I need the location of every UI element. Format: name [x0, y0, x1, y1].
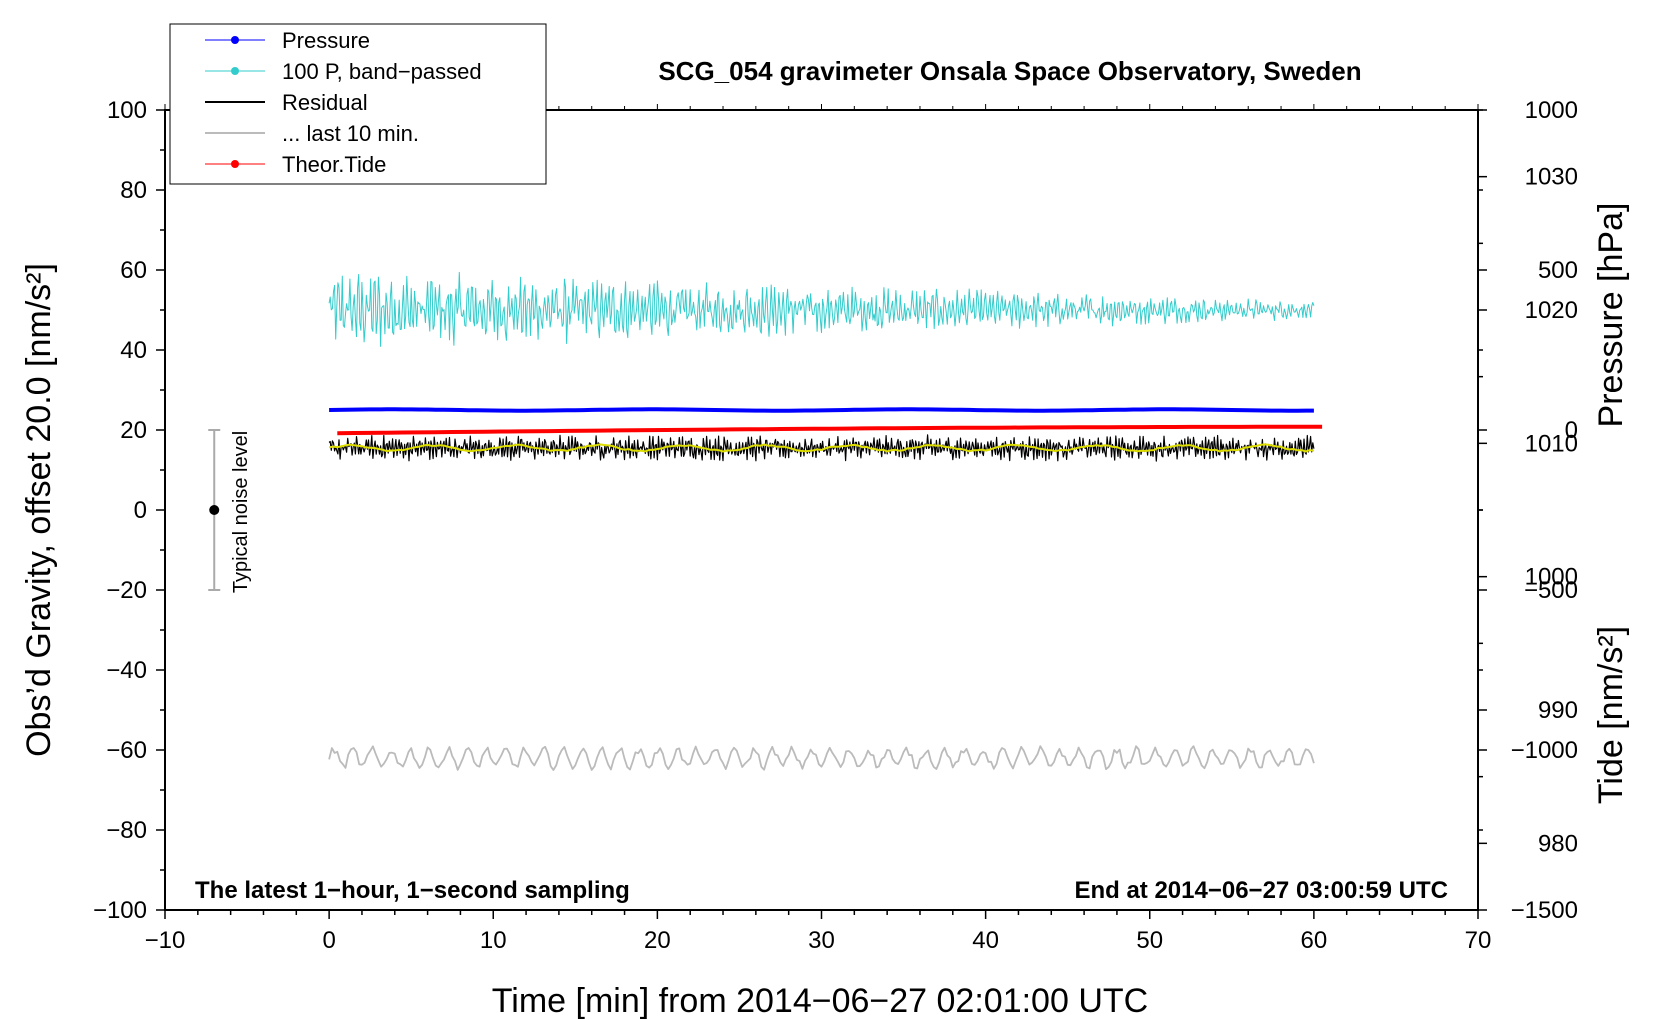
y-tick-label: −20: [106, 577, 147, 604]
series-bandpassed-pressure: [328, 271, 1315, 347]
series-layer: [328, 271, 1323, 771]
tide-tick-label: 1000: [1525, 97, 1578, 124]
tide-tick-label: −1500: [1511, 897, 1578, 924]
y-tick-label: 40: [120, 337, 147, 364]
tide-tick-label: −500: [1524, 577, 1578, 604]
legend-label: Theor.Tide: [282, 152, 386, 177]
noise-label: Typical noise level: [230, 431, 252, 593]
series-residual-smoothed: [328, 443, 1315, 453]
pressure-tick-label: 990: [1538, 697, 1578, 724]
x-tick-label: 0: [322, 927, 335, 954]
y-tick-label: 80: [120, 177, 147, 204]
x-tick-label: 10: [480, 927, 507, 954]
legend-marker: [231, 160, 239, 168]
legend: Pressure 100 P, band−passed Residual ... la…: [169, 23, 547, 185]
legend-label: 100 P, band−passed: [282, 59, 482, 84]
pressure-tick-label: 1010: [1525, 430, 1578, 457]
y-axis-tide-label: Tide [nm/s²]: [1592, 626, 1630, 804]
legend-label: Residual: [282, 90, 368, 115]
y-axis-left: 100 80 60 40 20 0 −20 −40 −60 −80 −100: [93, 97, 165, 924]
y-axis-pressure-label: Pressure [hPa]: [1592, 203, 1630, 428]
x-axis-label: Time [min] from 2014−06−27 02:01:00 UTC: [492, 982, 1148, 1020]
y-tick-label: 60: [120, 257, 147, 284]
x-tick-label: 50: [1136, 927, 1163, 954]
y-tick-label: −100: [93, 897, 147, 924]
x-tick-label: 30: [808, 927, 835, 954]
tide-tick-label: 500: [1538, 257, 1578, 284]
pressure-tick-label: 1000: [1525, 564, 1578, 591]
x-tick-label: 70: [1465, 927, 1492, 954]
y-axis-tide: 1000 500 0 −500 −1000 −1500: [1478, 97, 1578, 924]
series-pressure: [329, 407, 1314, 413]
chart-title: SCG_054 gravimeter Onsala Space Observat…: [658, 56, 1361, 86]
x-tick-label: 20: [644, 927, 671, 954]
x-tick-label: 40: [972, 927, 999, 954]
legend-box: [169, 23, 547, 185]
plot-frame: [164, 109, 1479, 911]
y-tick-label: −60: [106, 737, 147, 764]
tide-tick-label: 0: [1565, 417, 1578, 444]
series-theor-tide: [337, 424, 1323, 436]
legend-label: Pressure: [282, 28, 370, 53]
legend-marker: [231, 36, 239, 44]
legend-marker: [231, 67, 239, 75]
series-last-10-min: [328, 745, 1315, 771]
x-tick-label: −10: [145, 927, 186, 954]
end-time-note: End at 2014−06−27 03:00:59 UTC: [1074, 877, 1448, 904]
noise-bar-dot: [209, 505, 220, 515]
y-tick-label: 0: [134, 497, 147, 524]
y-tick-label: 20: [120, 417, 147, 444]
x-axis: −10 0 10 20 30 40 50 60 70: [145, 104, 1492, 954]
legend-label: ... last 10 min.: [282, 121, 419, 146]
y-axis-pressure: 1030 1020 1010 1000 990 980: [1478, 109, 1578, 857]
pressure-tick-label: 1020: [1525, 297, 1578, 324]
tide-tick-label: −1000: [1511, 737, 1578, 764]
y-tick-label: −40: [106, 657, 147, 684]
sampling-note: The latest 1−hour, 1−second sampling: [195, 877, 630, 904]
y-tick-label: −80: [106, 817, 147, 844]
y-axis-left-label: Obs’d Gravity, offset 20.0 [nm/s²]: [20, 263, 58, 757]
pressure-tick-label: 980: [1538, 830, 1578, 857]
y-tick-label: 100: [107, 97, 147, 124]
x-tick-label: 60: [1301, 927, 1328, 954]
noise-bar: [208, 429, 221, 591]
pressure-tick-label: 1030: [1525, 164, 1578, 191]
